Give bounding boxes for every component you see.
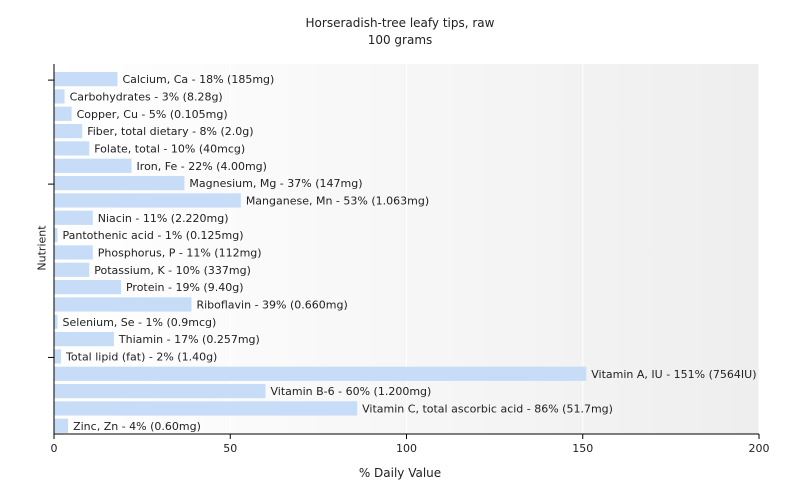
bar-label: Vitamin B-6 - 60% (1.200mg): [271, 385, 432, 398]
bar: [54, 262, 90, 277]
bar-label: Pantothenic acid - 1% (0.125mg): [63, 229, 244, 242]
x-axis-label: % Daily Value: [358, 466, 442, 480]
x-tick-label: 200: [749, 442, 770, 455]
bar: [54, 158, 132, 173]
bar-label: Total lipid (fat) - 2% (1.40g): [65, 350, 217, 363]
bar: [54, 280, 121, 295]
bar: [54, 314, 58, 329]
x-tick-label: 100: [396, 442, 417, 455]
bar: [54, 106, 72, 121]
bar-label: Protein - 19% (9.40g): [126, 281, 244, 294]
x-tick-label: 0: [51, 442, 58, 455]
bar: [54, 141, 90, 156]
bar-label: Manganese, Mn - 53% (1.063mg): [246, 194, 429, 207]
bar: [54, 297, 192, 312]
bar-label: Folate, total - 10% (40mcg): [94, 142, 245, 155]
bar-label: Riboflavin - 39% (0.660mg): [196, 298, 347, 311]
bar: [54, 72, 118, 87]
bar-label: Zinc, Zn - 4% (0.60mg): [73, 420, 201, 433]
bar-label: Copper, Cu - 5% (0.105mg): [77, 108, 228, 121]
bar: [54, 210, 93, 225]
bar-label: Iron, Fe - 22% (4.00mg): [137, 160, 267, 173]
bar: [54, 418, 69, 433]
bar: [54, 366, 587, 381]
bar-label: Carbohydrates - 3% (8.28g): [70, 90, 223, 103]
bar: [54, 332, 114, 347]
bar: [54, 349, 62, 364]
bar: [54, 384, 266, 399]
bar: [54, 401, 358, 416]
bar-label: Fiber, total dietary - 8% (2.0g): [87, 125, 253, 138]
bar-label: Potassium, K - 10% (337mg): [94, 264, 251, 277]
bar: [54, 228, 58, 243]
x-tick-label: 150: [572, 442, 593, 455]
bar: [54, 193, 241, 208]
bar: [54, 89, 65, 104]
bar-label: Calcium, Ca - 18% (185mg): [122, 73, 274, 86]
bar: [54, 124, 83, 139]
bar-label: Vitamin A, IU - 151% (7564IU): [591, 368, 756, 381]
bar-label: Phosphorus, P - 11% (112mg): [98, 246, 262, 259]
x-tick-label: 50: [223, 442, 237, 455]
bar-label: Vitamin C, total ascorbic acid - 86% (51…: [362, 402, 613, 415]
chart-subtitle: 100 grams: [367, 33, 433, 47]
bar-label: Selenium, Se - 1% (0.9mcg): [63, 316, 217, 329]
bar-label: Magnesium, Mg - 37% (147mg): [189, 177, 362, 190]
chart-title: Horseradish-tree leafy tips, raw: [305, 16, 495, 30]
bar: [54, 245, 93, 260]
bar-label: Niacin - 11% (2.220mg): [98, 212, 229, 225]
bar-label: Thiamin - 17% (0.257mg): [118, 333, 260, 346]
bar: [54, 176, 185, 191]
